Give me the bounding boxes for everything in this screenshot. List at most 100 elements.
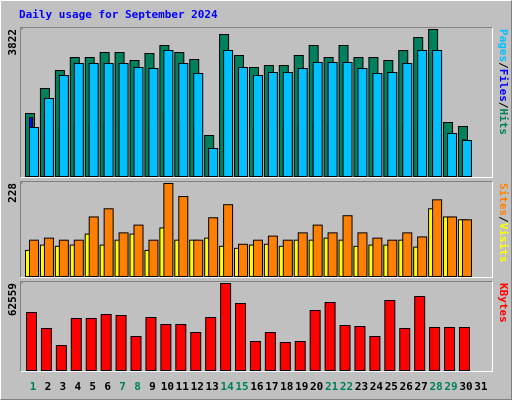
bar xyxy=(133,224,144,278)
bar xyxy=(103,63,114,177)
bar xyxy=(26,312,37,371)
panel-shadow xyxy=(20,181,493,278)
bar xyxy=(208,217,219,277)
bar xyxy=(447,216,458,278)
x-tick-label: 14 xyxy=(220,380,234,393)
x-tick-label: 22 xyxy=(340,380,353,393)
bar xyxy=(252,75,263,177)
bar xyxy=(342,62,353,177)
bar xyxy=(190,332,202,371)
x-tick-label: 24 xyxy=(370,380,384,393)
bar xyxy=(384,300,396,371)
bar xyxy=(43,237,54,278)
bar xyxy=(88,63,99,177)
bar xyxy=(118,232,129,278)
bar xyxy=(238,243,249,278)
bar xyxy=(339,325,351,371)
bar xyxy=(294,341,306,371)
bar xyxy=(267,72,278,177)
panel-light xyxy=(20,27,493,178)
bar xyxy=(312,62,323,177)
x-tick-label: 31 xyxy=(474,380,488,393)
bar xyxy=(163,183,174,277)
bar xyxy=(417,50,428,177)
bar xyxy=(342,215,353,277)
bar xyxy=(208,148,219,177)
bar xyxy=(43,98,54,177)
panel-light xyxy=(20,281,493,372)
bar xyxy=(461,140,472,177)
bar xyxy=(58,75,69,177)
bar xyxy=(267,235,278,278)
bar xyxy=(160,324,172,372)
bar xyxy=(103,208,114,277)
legend: KBytes xyxy=(497,283,510,323)
bar xyxy=(282,239,293,278)
bar xyxy=(235,303,247,372)
bar xyxy=(357,68,368,177)
bar xyxy=(115,315,127,372)
bar xyxy=(193,73,204,177)
bar xyxy=(414,296,426,372)
x-tick-label: 27 xyxy=(415,380,428,393)
bar xyxy=(447,133,458,177)
x-tick-label: 6 xyxy=(104,380,111,393)
bar xyxy=(327,232,338,278)
y-tick-label: 228 xyxy=(6,183,19,203)
bar xyxy=(264,332,276,371)
x-tick-label: 17 xyxy=(265,380,278,393)
bar xyxy=(387,239,398,278)
x-tick-label: 10 xyxy=(161,380,174,393)
bar xyxy=(312,224,323,278)
x-tick-label: 1 xyxy=(30,380,37,393)
x-tick-label: 8 xyxy=(134,380,141,393)
bar xyxy=(432,50,443,177)
bar xyxy=(40,328,52,371)
x-tick-label: 23 xyxy=(355,380,368,393)
bar xyxy=(29,239,39,278)
x-tick-label: 19 xyxy=(295,380,308,393)
legend-separator: / xyxy=(497,216,510,223)
legend-entry: Visits xyxy=(497,223,510,263)
bar xyxy=(130,336,142,372)
bar xyxy=(223,50,234,177)
bar xyxy=(88,216,99,278)
x-tick-label: 25 xyxy=(385,380,398,393)
bar xyxy=(193,239,204,278)
x-tick-label: 15 xyxy=(235,380,248,393)
bar xyxy=(297,68,308,177)
bar xyxy=(372,73,383,177)
x-tick-label: 11 xyxy=(176,380,190,393)
bar xyxy=(238,67,249,177)
x-tick-label: 28 xyxy=(429,380,442,393)
bar xyxy=(432,199,443,278)
bar xyxy=(145,317,157,372)
bar xyxy=(220,283,232,371)
bar xyxy=(402,232,413,278)
x-tick-label: 13 xyxy=(206,380,219,393)
legend-entry: Hits xyxy=(497,109,510,136)
legend-separator: / xyxy=(497,102,510,109)
y-tick-label: 3822 xyxy=(6,29,19,56)
bar xyxy=(85,318,97,371)
x-tick-label: 4 xyxy=(74,380,81,393)
bar xyxy=(73,239,84,278)
x-tick-label: 9 xyxy=(149,380,156,393)
bar xyxy=(444,327,456,371)
bar xyxy=(249,341,261,371)
x-tick-label: 21 xyxy=(325,380,339,393)
panel-shadow xyxy=(20,281,493,372)
bar xyxy=(324,302,336,372)
x-tick-label: 29 xyxy=(444,380,457,393)
bar xyxy=(148,68,159,177)
bar xyxy=(357,232,368,278)
bar xyxy=(58,239,69,278)
y-tick-label: 62559 xyxy=(6,283,19,316)
bar xyxy=(402,63,413,177)
bar xyxy=(458,327,470,371)
x-tick-label: 16 xyxy=(250,380,264,393)
legend-entry: Sites xyxy=(497,183,510,216)
x-tick-label: 18 xyxy=(280,380,293,393)
x-tick-label: 20 xyxy=(310,380,323,393)
